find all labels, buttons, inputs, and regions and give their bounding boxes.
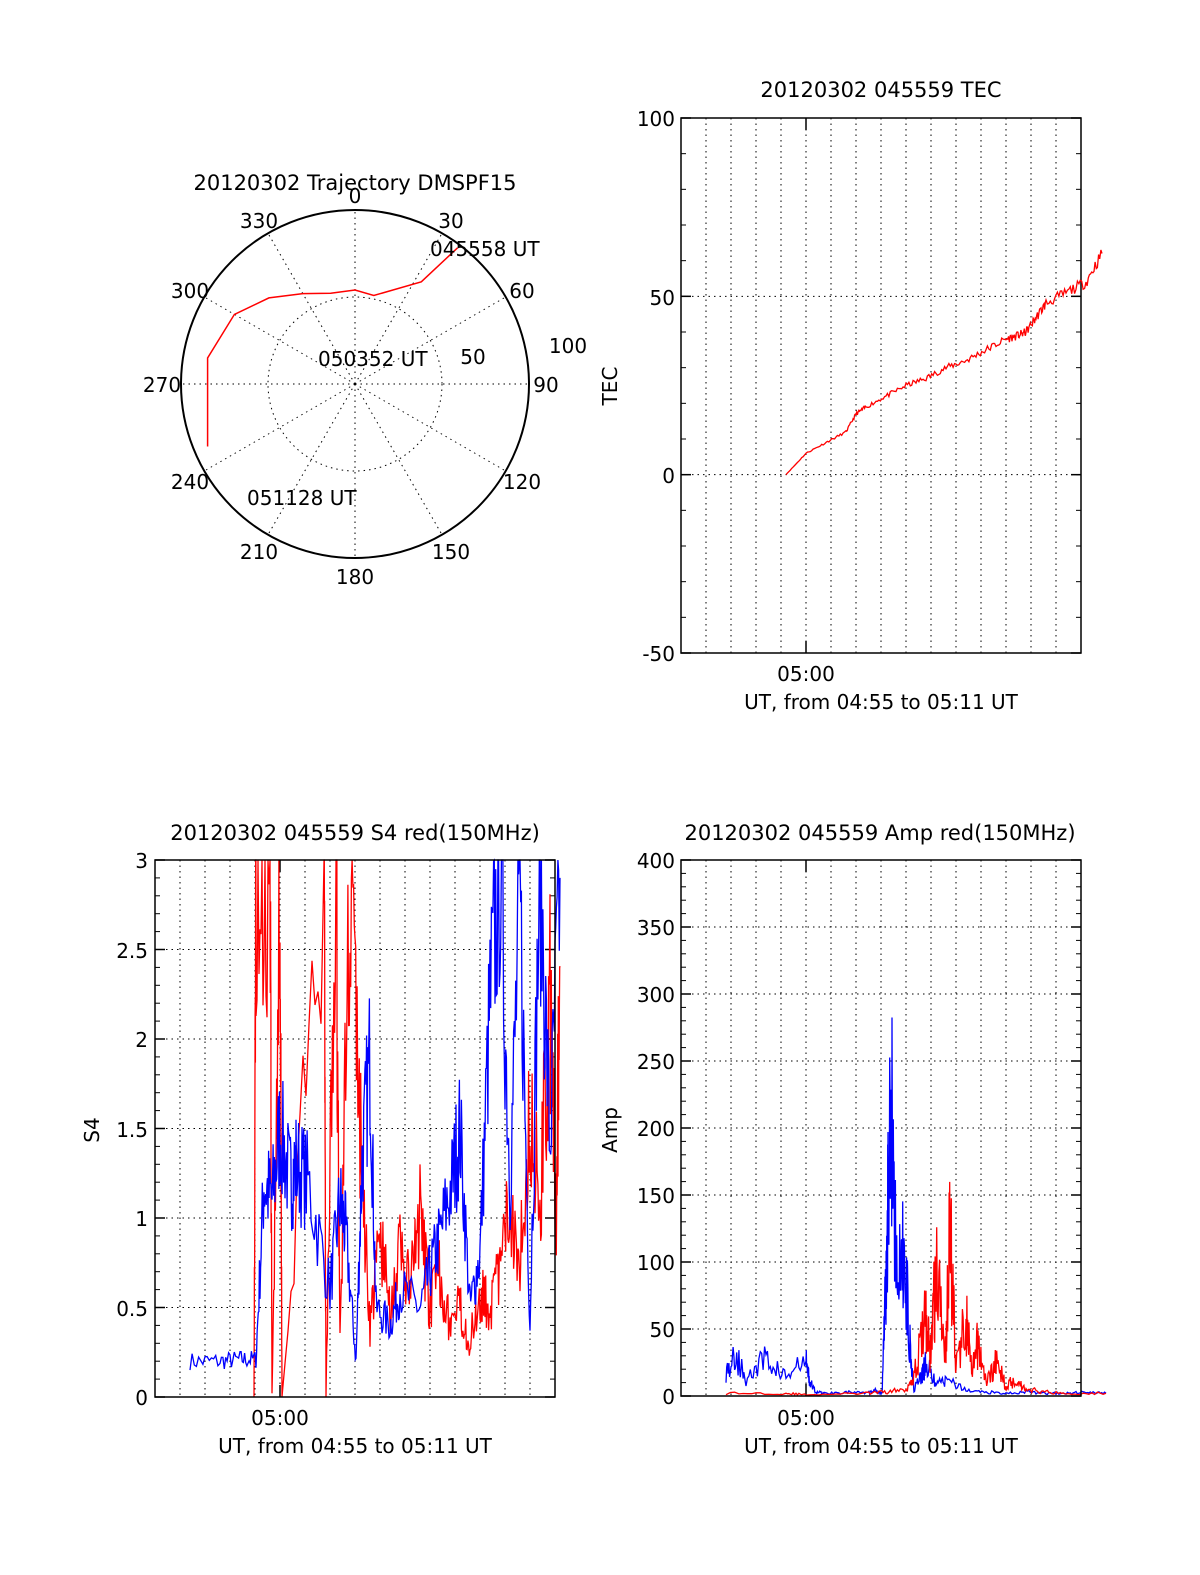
tec-series-line — [785, 249, 1103, 476]
amp-ytick-300: 300 — [637, 983, 675, 1007]
s4-ytick-1: 1 — [135, 1207, 148, 1231]
polar-spoke-240 — [204, 383, 356, 472]
amp-ytick-0: 0 — [662, 1385, 675, 1409]
polar-spoke-330 — [267, 233, 356, 385]
tec-ytick-100: 100 — [637, 107, 675, 131]
tec-title: 20120302 045559 TEC — [760, 78, 1001, 102]
s4-ytick-3: 3 — [135, 849, 148, 873]
amp-ytick-200: 200 — [637, 1117, 675, 1141]
polar-angle-label-0: 0 — [349, 184, 362, 208]
tec-panel: 20120302 045559 TEC 100 50 0 -50 05:00 U… — [598, 78, 1103, 714]
tec-ytick-neg50: -50 — [642, 642, 675, 666]
tec-xtick-0500: 05:00 — [777, 662, 835, 686]
amp-ytick-350: 350 — [637, 916, 675, 940]
tec-ylabel: TEC — [598, 367, 622, 407]
polar-angle-label-330: 330 — [240, 209, 278, 233]
amp-title: 20120302 045559 Amp red(150MHz) — [684, 821, 1075, 845]
polar-angle-label-180: 180 — [336, 565, 374, 589]
s4-ytick-0.5: 0.5 — [116, 1297, 148, 1321]
polar-grid — [181, 210, 529, 558]
tec-grid — [681, 117, 1081, 654]
s4-xtick-0500: 05:00 — [251, 1406, 309, 1430]
amp-xtick-0500: 05:00 — [777, 1406, 835, 1430]
s4-red-series-line — [253, 859, 561, 1398]
amp-plot-frame — [680, 859, 1082, 1397]
tec-xlabel: UT, from 04:55 to 05:11 UT — [744, 690, 1019, 714]
amp-ytick-100: 100 — [637, 1251, 675, 1275]
s4-ytick-2.5: 2.5 — [116, 939, 148, 963]
trajectory-end-label: 051128 UT — [247, 486, 357, 510]
s4-ytick-1.5: 1.5 — [116, 1118, 148, 1142]
s4-panel: 20120302 045559 S4 red(150MHz) 3 2.5 2 1… — [80, 821, 561, 1458]
amp-blue-series-line — [725, 1017, 1107, 1397]
polar-angle-label-300: 300 — [171, 279, 209, 303]
amp-red-series-line — [725, 1181, 1107, 1396]
polar-angle-label-270: 270 — [143, 373, 181, 397]
polar-angle-label-60: 60 — [509, 279, 534, 303]
s4-title: 20120302 045559 S4 red(150MHz) — [170, 821, 540, 845]
s4-xlabel: UT, from 04:55 to 05:11 UT — [218, 1434, 493, 1458]
amp-ylabel: Amp — [598, 1107, 622, 1153]
s4-ytick-2: 2 — [135, 1028, 148, 1052]
s4-ylabel: S4 — [80, 1117, 104, 1142]
tec-ytick-50: 50 — [650, 286, 675, 310]
amp-grid — [681, 859, 1081, 1397]
amp-xlabel: UT, from 04:55 to 05:11 UT — [744, 1434, 1019, 1458]
trajectory-mid-label: 050352 UT — [318, 347, 428, 371]
s4-plot-frame — [154, 859, 556, 1398]
amp-ytick-150: 150 — [637, 1184, 675, 1208]
trajectory-panel: 20120302 Trajectory DMSPF15 0 30 60 90 1… — [143, 171, 587, 589]
polar-angle-label-150: 150 — [432, 540, 470, 564]
polar-radius-label-100: 100 — [549, 334, 587, 358]
polar-angle-label-240: 240 — [171, 470, 209, 494]
amp-ytick-50: 50 — [650, 1318, 675, 1342]
polar-spoke-150 — [354, 383, 443, 535]
polar-angle-label-90: 90 — [533, 373, 558, 397]
s4-ytick-0: 0 — [135, 1386, 148, 1410]
amp-ytick-250: 250 — [637, 1050, 675, 1074]
tec-plot-frame — [680, 117, 1082, 654]
polar-angle-label-30: 30 — [438, 209, 463, 233]
polar-spoke-60 — [354, 296, 506, 385]
polar-spoke-210 — [267, 383, 356, 535]
polar-angle-label-120: 120 — [503, 470, 541, 494]
polar-radius-label-50: 50 — [460, 345, 485, 369]
polar-outer-circle — [180, 209, 530, 559]
trajectory-start-label: 045558 UT — [430, 237, 540, 261]
trajectory-title: 20120302 Trajectory DMSPF15 — [193, 171, 516, 195]
tec-ytick-0: 0 — [662, 464, 675, 488]
polar-spoke-30 — [354, 233, 443, 385]
polar-angle-label-210: 210 — [240, 540, 278, 564]
trajectory-line — [206, 247, 459, 447]
polar-spoke-120 — [354, 383, 506, 472]
amp-panel: 20120302 045559 Amp red(150MHz) 400 350 … — [598, 821, 1107, 1458]
amp-ytick-400: 400 — [637, 849, 675, 873]
s4-blue-series-line — [189, 858, 561, 1371]
polar-spoke-300 — [204, 296, 356, 385]
polar-ring-50 — [267, 296, 443, 472]
